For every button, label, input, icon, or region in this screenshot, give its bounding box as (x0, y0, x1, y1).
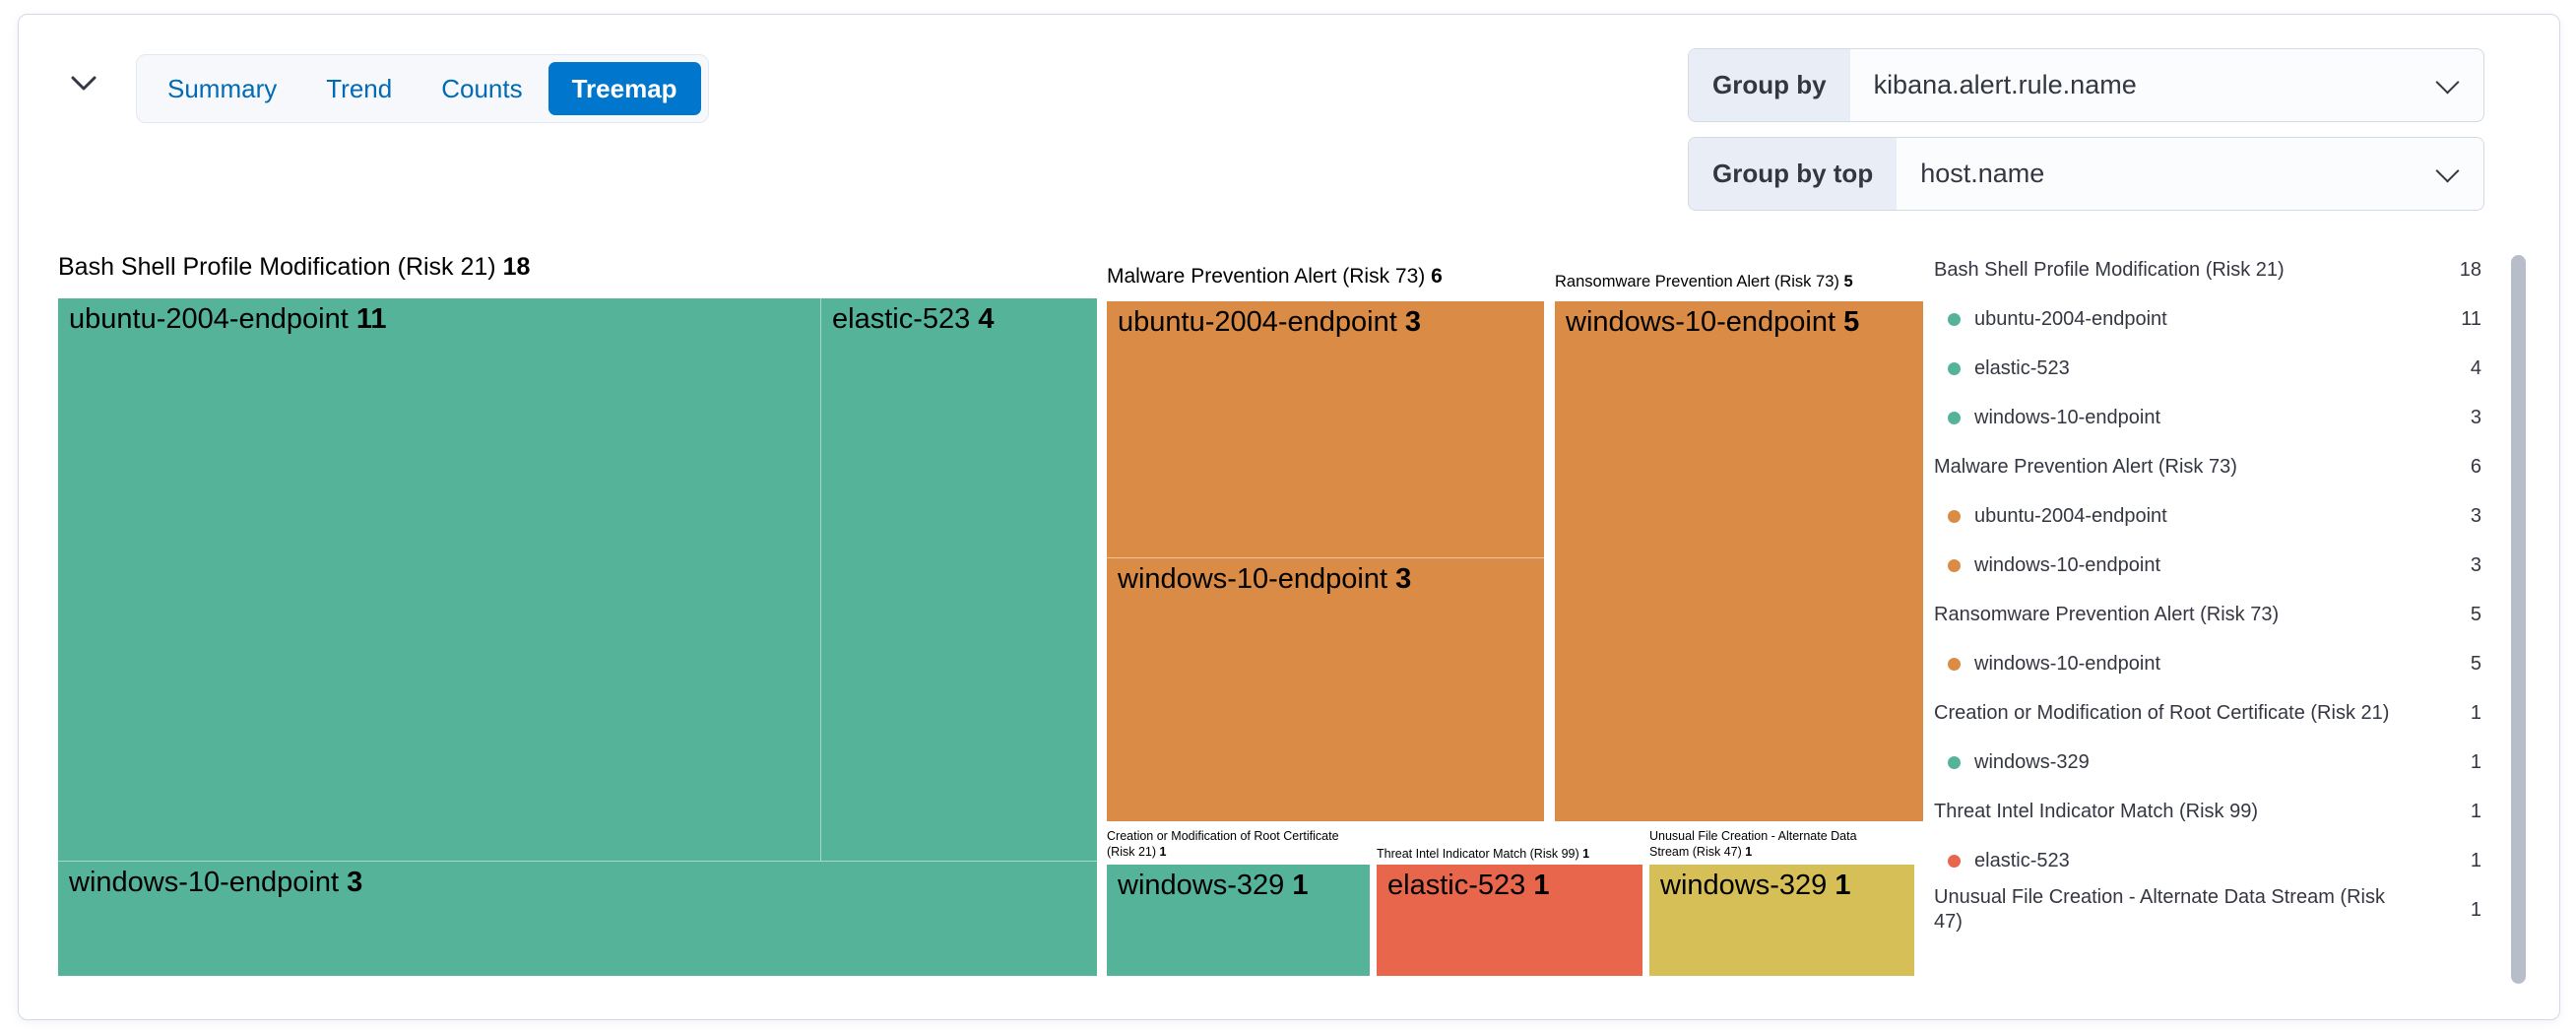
legend-host-row: ubuntu-2004-endpoint 11 (1934, 294, 2481, 344)
legend-count: 5 (2470, 603, 2481, 625)
cell-bash-ubuntu-2004-endpoint[interactable]: ubuntu-2004-endpoint 11 (58, 298, 821, 861)
legend-label: Creation or Modification of Root Certifi… (1934, 701, 2390, 724)
header-root-certificate: Creation or Modification of Root Certifi… (1107, 829, 1339, 859)
chevron-down-icon (2435, 70, 2460, 95)
legend-label: elastic-523 (1974, 849, 2070, 871)
legend-rule-row: Threat Intel Indicator Match (Risk 99) 1 (1934, 787, 2481, 836)
legend-rule-row: Bash Shell Profile Modification (Risk 21… (1934, 245, 2481, 294)
tab-treemap[interactable]: Treemap (547, 62, 701, 115)
legend-label: windows-10-endpoint (1974, 406, 2161, 428)
header-bash-shell: Bash Shell Profile Modification (Risk 21… (58, 253, 531, 281)
treemap-cell-label: ubuntu-2004-endpoint 11 (69, 303, 387, 335)
treemap-cell-label: windows-329 1 (1118, 870, 1309, 901)
tab-trend[interactable]: Trend (302, 62, 416, 115)
treemap-cell-label: ubuntu-2004-endpoint 3 (1118, 306, 1421, 338)
cell-threat-intel-elastic-523[interactable]: elastic-523 1 (1377, 865, 1642, 976)
treemap-cell-label: elastic-523 4 (832, 303, 995, 335)
cell-bash-windows-10-endpoint[interactable]: windows-10-endpoint 3 (58, 861, 1097, 976)
tab-counts[interactable]: Counts (418, 62, 546, 115)
legend-host-row: elastic-523 1 (1934, 836, 2481, 885)
legend-host-row: windows-10-endpoint 3 (1934, 393, 2481, 442)
cell-malware-windows-10-endpoint[interactable]: windows-10-endpoint 3 (1107, 557, 1544, 821)
view-tabs: Summary Trend Counts Treemap (136, 54, 709, 123)
group-by-label: Group by (1689, 49, 1850, 121)
legend-count: 3 (2470, 406, 2481, 428)
collapse-panel-button[interactable] (64, 66, 103, 101)
treemap-cell-label: windows-10-endpoint 5 (1566, 306, 1860, 338)
legend-label: elastic-523 (1974, 356, 2070, 379)
legend-dot-icon (1948, 755, 1961, 769)
cell-root-certificate-windows-329[interactable]: windows-329 1 (1107, 865, 1370, 976)
group-by-control[interactable]: Group by kibana.alert.rule.name (1688, 48, 2484, 122)
legend-count: 11 (2461, 307, 2481, 330)
legend-rule-row: Creation or Modification of Root Certifi… (1934, 688, 2481, 738)
legend-label: Unusual File Creation - Alternate Data S… (1934, 886, 2385, 933)
treemap-cell-label: elastic-523 1 (1387, 870, 1550, 901)
cell-unusual-file-windows-329[interactable]: windows-329 1 (1649, 865, 1914, 976)
header-malware: Malware Prevention Alert (Risk 73) 6 (1107, 265, 1443, 288)
legend-count: 5 (2470, 652, 2481, 675)
legend-count: 1 (2470, 800, 2481, 822)
header-threat-intel: Threat Intel Indicator Match (Risk 99) 1 (1377, 847, 1590, 861)
legend-label: Bash Shell Profile Modification (Risk 21… (1934, 258, 2285, 281)
legend-count: 1 (2470, 701, 2481, 724)
cell-bash-elastic-523[interactable]: elastic-523 4 (821, 298, 1097, 861)
legend-host-row: windows-329 1 (1934, 738, 2481, 787)
legend-count: 1 (2470, 750, 2481, 773)
chevron-down-icon (71, 76, 97, 91)
legend-rule-row: Malware Prevention Alert (Risk 73) 6 (1934, 442, 2481, 491)
legend-scrollbar[interactable] (2511, 255, 2526, 984)
group-by-value: kibana.alert.rule.name (1873, 70, 2137, 99)
treemap-cell-label: windows-10-endpoint 3 (1118, 563, 1412, 595)
tab-summary[interactable]: Summary (144, 62, 300, 115)
legend-rule-row: Unusual File Creation - Alternate Data S… (1934, 885, 2481, 935)
legend-dot-icon (1948, 854, 1961, 868)
legend-label: windows-329 (1974, 750, 2090, 773)
legend-count: 3 (2470, 504, 2481, 527)
treemap-cell-label: windows-329 1 (1660, 870, 1851, 901)
legend-label: ubuntu-2004-endpoint (1974, 504, 2167, 527)
legend-label: Ransomware Prevention Alert (Risk 73) (1934, 603, 2280, 625)
header-ransomware: Ransomware Prevention Alert (Risk 73) 5 (1555, 273, 1853, 290)
chevron-down-icon (2435, 159, 2460, 183)
legend-dot-icon (1948, 558, 1961, 572)
alerts-panel: Summary Trend Counts Treemap Group by kiban… (18, 14, 2560, 1020)
legend-host-row: ubuntu-2004-endpoint 3 (1934, 491, 2481, 541)
legend-label: windows-10-endpoint (1974, 553, 2161, 576)
legend-label: windows-10-endpoint (1974, 652, 2161, 675)
legend-label: ubuntu-2004-endpoint (1974, 307, 2167, 330)
legend-dot-icon (1948, 312, 1961, 326)
header-unusual-file: Unusual File Creation - Alternate Data S… (1649, 829, 1857, 859)
treemap-legend: Bash Shell Profile Modification (Risk 21… (1934, 245, 2481, 935)
legend-label: Threat Intel Indicator Match (Risk 99) (1934, 800, 2259, 822)
legend-dot-icon (1948, 361, 1961, 375)
legend-rule-row: Ransomware Prevention Alert (Risk 73) 5 (1934, 590, 2481, 639)
legend-host-row: windows-10-endpoint 3 (1934, 541, 2481, 590)
group-by-top-label: Group by top (1689, 138, 1898, 210)
group-by-top-control[interactable]: Group by top host.name (1688, 137, 2484, 211)
legend-host-row: elastic-523 4 (1934, 344, 2481, 393)
cell-malware-ubuntu-2004-endpoint[interactable]: ubuntu-2004-endpoint 3 (1107, 301, 1544, 557)
legend-count: 6 (2470, 455, 2481, 478)
legend-count: 1 (2470, 898, 2481, 921)
legend-count: 4 (2470, 356, 2481, 379)
legend-dot-icon (1948, 657, 1961, 671)
legend-host-row: windows-10-endpoint 5 (1934, 639, 2481, 688)
group-by-top-value: host.name (1920, 159, 2045, 188)
cell-ransomware-windows-10-endpoint[interactable]: windows-10-endpoint 5 (1555, 301, 1923, 821)
treemap-cell-label: windows-10-endpoint 3 (69, 867, 363, 898)
legend-label: Malware Prevention Alert (Risk 73) (1934, 455, 2237, 478)
legend-dot-icon (1948, 411, 1961, 424)
legend-dot-icon (1948, 509, 1961, 523)
legend-count: 18 (2459, 258, 2481, 281)
legend-count: 3 (2470, 553, 2481, 576)
legend-count: 1 (2470, 849, 2481, 871)
